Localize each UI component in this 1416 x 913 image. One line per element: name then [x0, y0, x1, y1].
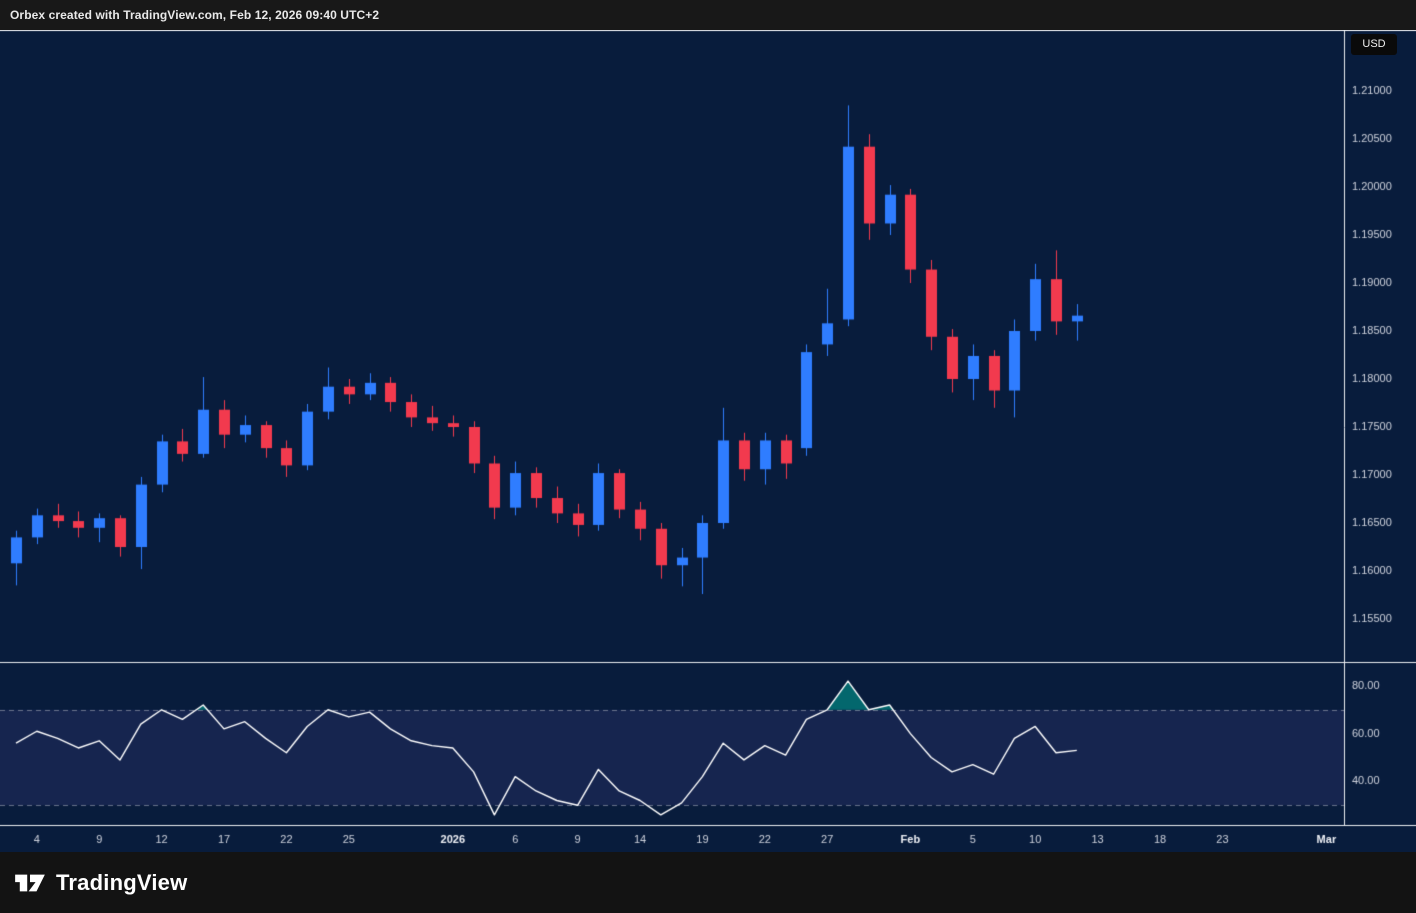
- price-chart-canvas[interactable]: [0, 30, 1416, 852]
- tradingview-wordmark[interactable]: TradingView: [56, 869, 188, 895]
- currency-badge[interactable]: USD: [1351, 34, 1397, 55]
- tradingview-logo-icon[interactable]: [14, 870, 46, 896]
- footer-bar: TradingView: [0, 852, 1416, 913]
- chart-area: USD: [0, 30, 1416, 852]
- attribution-bar: Orbex created with TradingView.com, Feb …: [0, 0, 1416, 30]
- attribution-text: Orbex created with TradingView.com, Feb …: [10, 8, 380, 22]
